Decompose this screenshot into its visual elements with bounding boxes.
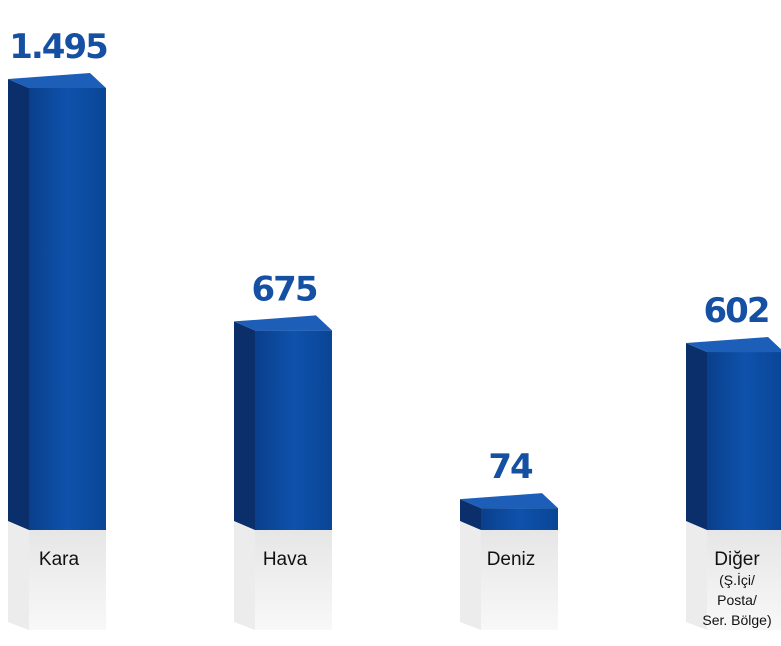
bar [255,330,332,530]
pedestal-front [707,530,781,630]
value-label: 1.495 [9,27,107,67]
pedestal-side [686,521,707,630]
category-label: Kara [39,549,80,570]
category-label: Hava [263,549,308,570]
value-label: 675 [252,269,317,309]
bar [481,508,558,530]
value-label: 602 [704,291,769,331]
bar-top [234,315,332,331]
category-label: Diğer [714,549,760,570]
category-note: Posta/ [717,592,757,608]
bar-side [8,79,29,530]
category-note: Ser. Bölge) [702,612,771,628]
bar-top [8,73,106,88]
pedestal-front [29,530,106,630]
pedestal-front [481,530,558,630]
value-label: 74 [488,447,533,487]
pedestal-front [255,530,332,630]
category-label: Deniz [487,549,536,570]
bar-top [460,493,558,509]
bar-top [686,337,781,353]
bar [707,352,781,530]
bar [29,88,106,530]
pedestal-side [234,521,255,630]
pedestal-side [8,521,29,630]
bar-side [460,499,481,530]
bar-side [234,321,255,530]
category-note: (Ş.İçi/ [719,571,755,588]
pedestal-side [460,521,481,630]
bar-side [686,343,707,530]
